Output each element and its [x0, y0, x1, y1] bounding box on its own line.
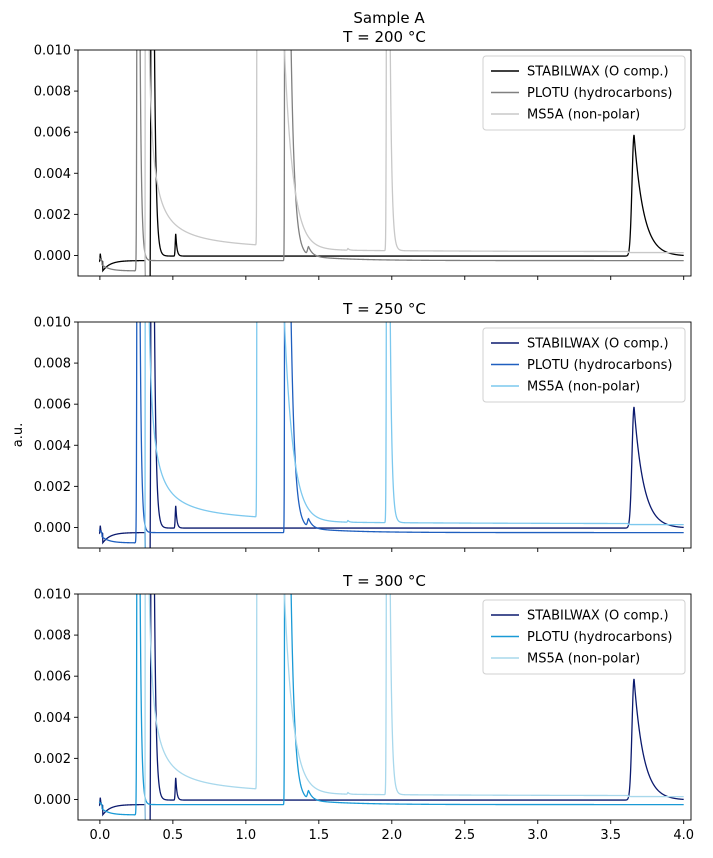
chart-panel: 0.000 0.002 0.004 0.006 0.008 0.010 T = 250 °C…	[34, 300, 692, 552]
panel-title: T = 250 °C	[342, 300, 426, 318]
series-line	[98, 322, 684, 544]
y-tick-label: 0.002	[34, 208, 71, 223]
legend-label: STABILWAX (O comp.)	[527, 65, 669, 80]
y-tick-label: 0.000	[34, 793, 71, 808]
figure-suptitle: Sample A	[353, 9, 425, 27]
y-tick-label: 0.000	[34, 521, 71, 536]
series-line	[98, 50, 684, 276]
x-tick-label: 3.5	[600, 828, 621, 843]
chart-panel: 0.000 0.002 0.004 0.006 0.008 0.010 T = 200 °C…	[34, 28, 692, 280]
legend-label: STABILWAX (O comp.)	[527, 609, 669, 624]
axes-frame	[77, 49, 692, 277]
legend-label: PLOTU (hydrocarbons)	[527, 358, 672, 373]
x-tick-label: 4.0	[673, 828, 694, 843]
x-tick-label: 1.0	[236, 828, 257, 843]
y-tick-label: 0.008	[34, 85, 71, 100]
legend-label: STABILWAX (O comp.)	[527, 337, 669, 352]
series-line	[98, 594, 684, 816]
legend-label: MS5A (non-polar)	[527, 652, 640, 667]
chart-panel: 0.000 0.002 0.004 0.006 0.008 0.010 0.0 0.5 1.0 1…	[34, 572, 694, 843]
series-line	[98, 322, 684, 548]
series-line	[98, 50, 684, 272]
legend-box	[482, 327, 686, 403]
axes-frame	[77, 593, 692, 821]
legend-label: PLOTU (hydrocarbons)	[527, 630, 672, 645]
y-tick-label: 0.000	[34, 249, 71, 264]
y-tick-label: 0.004	[34, 167, 71, 182]
y-tick-label: 0.004	[34, 439, 71, 454]
legend-label: PLOTU (hydrocarbons)	[527, 86, 672, 101]
chart-panels: 0.000 0.002 0.004 0.006 0.008 0.010 T = 200 °C…	[34, 28, 694, 843]
x-tick-label: 2.0	[381, 828, 402, 843]
y-axis-label: a.u.	[11, 423, 26, 447]
y-tick-label: 0.006	[34, 126, 71, 141]
y-tick-label: 0.008	[34, 629, 71, 644]
y-tick-label: 0.008	[34, 357, 71, 372]
axes-frame	[77, 321, 692, 549]
x-tick-label: 0.5	[163, 828, 184, 843]
y-tick-label: 0.006	[34, 670, 71, 685]
x-tick-label: 0.0	[90, 828, 111, 843]
series-line	[98, 594, 684, 820]
series-line	[144, 50, 684, 276]
y-tick-label: 0.004	[34, 711, 71, 726]
legend-label: MS5A (non-polar)	[527, 108, 640, 123]
series-line	[144, 322, 684, 548]
y-tick-label: 0.002	[34, 480, 71, 495]
y-tick-label: 0.006	[34, 398, 71, 413]
y-tick-label: 0.010	[34, 44, 71, 59]
legend-box	[482, 55, 686, 131]
series-line	[144, 594, 684, 820]
y-tick-label: 0.010	[34, 316, 71, 331]
y-tick-label: 0.010	[34, 588, 71, 603]
x-tick-label: 1.5	[308, 828, 329, 843]
panel-title: T = 300 °C	[342, 572, 426, 590]
legend-label: MS5A (non-polar)	[527, 380, 640, 395]
legend-box	[482, 599, 686, 675]
y-tick-label: 0.002	[34, 752, 71, 767]
panel-title: T = 200 °C	[342, 28, 426, 46]
x-tick-label: 2.5	[454, 828, 475, 843]
x-tick-label: 3.0	[527, 828, 548, 843]
